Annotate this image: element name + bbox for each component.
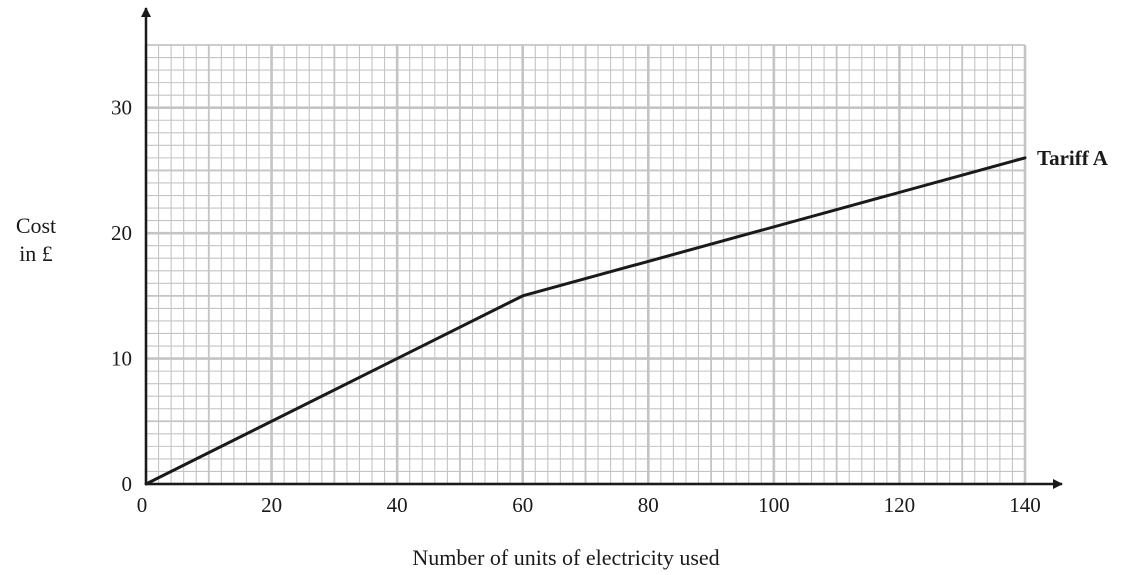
y-tick-label: 30	[111, 96, 132, 120]
x-tick-label: 80	[638, 493, 659, 517]
series-line-tariff-a	[144, 156, 1027, 486]
y-tick-label: 0	[122, 472, 133, 496]
x-tick-label: 20	[261, 493, 282, 517]
x-axis-title: Number of units of electricity used	[412, 545, 719, 570]
y-tick-label: 10	[111, 347, 132, 371]
y-tick-labels: 0 10 20 30	[111, 96, 132, 496]
axes	[141, 7, 1063, 489]
x-tick-label: 100	[758, 493, 790, 517]
series-group: Tariff A	[144, 146, 1109, 486]
series-label: Tariff A	[1037, 146, 1109, 170]
y-axis-title-line-2: in £	[19, 241, 53, 266]
x-tick-labels: 0 20 40 60 80 100 120 140	[137, 493, 1041, 517]
x-tick-label: 40	[387, 493, 408, 517]
x-tick-label: 0	[137, 493, 148, 517]
x-tick-label: 120	[884, 493, 916, 517]
y-axis-title-line-1: Cost	[16, 213, 56, 238]
y-tick-label: 20	[111, 221, 132, 245]
grid	[144, 44, 1027, 486]
x-tick-label: 140	[1009, 493, 1041, 517]
x-tick-label: 60	[512, 493, 533, 517]
